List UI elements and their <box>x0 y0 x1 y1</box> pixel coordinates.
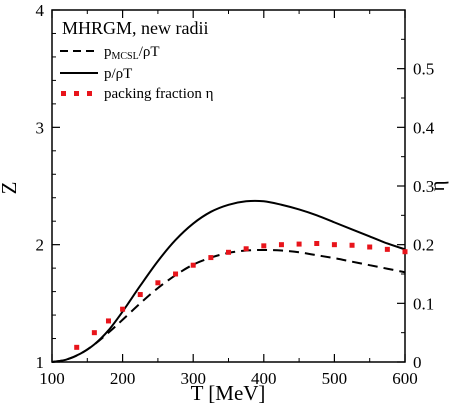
legend-marker-dotted <box>61 91 92 96</box>
x-tick-label: 400 <box>251 369 277 388</box>
packing-fraction-point <box>402 249 408 255</box>
x-tick-label: 600 <box>392 369 418 388</box>
packing-fraction-point <box>155 280 161 286</box>
legend-label-packing-fraction: packing fraction η <box>104 86 214 102</box>
legend-label-pmcsl-rest: /ρT <box>139 44 160 60</box>
x-axis-title: T [MeV] <box>191 381 266 405</box>
packing-fraction-point <box>190 262 196 268</box>
packing-fraction-point <box>314 240 320 246</box>
y2-tick-label: 0.3 <box>413 177 434 196</box>
packing-fraction-point <box>331 242 337 248</box>
y2-axis-title: η <box>425 181 449 192</box>
x-tick-label: 200 <box>110 369 136 388</box>
y-axis-title: Z <box>0 182 21 195</box>
legend-label-pmcsl-sub: MCSL <box>112 51 139 62</box>
y2-tick-label: 0.4 <box>413 118 435 137</box>
packing-fraction-point <box>173 271 179 277</box>
y-tick-label: 4 <box>36 1 45 20</box>
panel-title: MHRGM, new radii <box>62 18 209 38</box>
x-tick-label: 300 <box>180 369 206 388</box>
legend-label-p-over-rhot: p/ρT <box>104 66 132 82</box>
packing-fraction-point <box>105 318 111 324</box>
packing-fraction-point <box>349 242 355 248</box>
packing-fraction-point <box>91 330 97 336</box>
legend: pMCSL/ρT p/ρT packing fraction η <box>60 44 214 102</box>
y2-tick-label: 0.5 <box>413 60 434 79</box>
packing-fraction-point <box>278 242 284 248</box>
packing-fraction-point <box>243 246 249 252</box>
packing-fraction-point <box>120 306 126 312</box>
series-line-pmcsl <box>51 248 406 363</box>
y2-tick-label: 0 <box>413 353 422 372</box>
y-tick-label: 3 <box>36 118 45 137</box>
x-tick-label: 500 <box>322 369 348 388</box>
y2-tick-label: 0.2 <box>413 236 434 255</box>
packing-fraction-point <box>208 255 214 261</box>
packing-fraction-point <box>384 246 390 252</box>
series-line-p-over-rhot <box>51 199 406 363</box>
packing-fraction-point <box>296 241 302 247</box>
legend-label-pmcsl: pMCSL/ρT <box>104 44 160 62</box>
series-layer <box>51 199 408 363</box>
axis-ticks: 100 200 300 400 500 600 1 2 3 4 0 0.1 0.2 0.3 0.4 0.5 <box>36 1 435 388</box>
packing-fraction-point <box>261 243 267 249</box>
packing-fraction-point <box>137 292 143 298</box>
y2-tick-label: 0.1 <box>413 294 434 313</box>
plot-frame <box>51 9 406 363</box>
packing-fraction-point <box>226 249 231 255</box>
y-tick-label: 1 <box>36 353 45 372</box>
legend-label-pmcsl-main: p <box>104 44 112 60</box>
packing-fraction-point <box>367 244 373 250</box>
x-tick-label: 100 <box>39 369 65 388</box>
packing-fraction-point <box>74 344 80 350</box>
y-tick-label: 2 <box>36 236 45 255</box>
